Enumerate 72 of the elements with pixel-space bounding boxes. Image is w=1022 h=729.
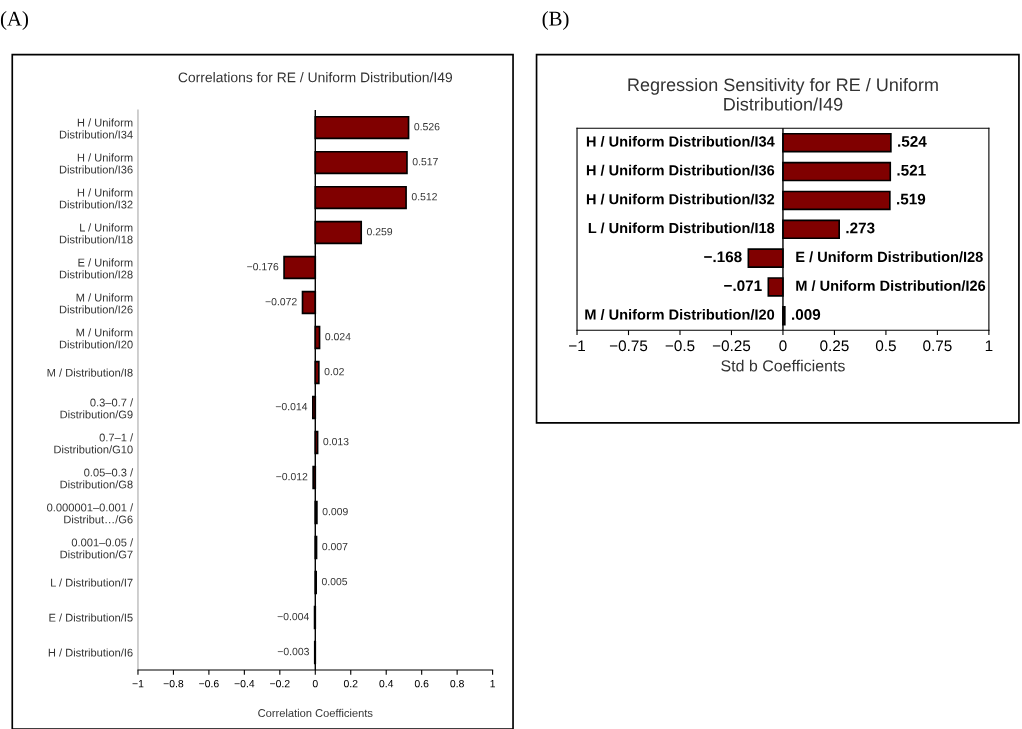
category-label: H / Uniform Distribution/I36 bbox=[586, 164, 775, 176]
data-label: .524 bbox=[898, 136, 927, 147]
data-label: −0.014 bbox=[275, 402, 308, 411]
chart-title: Regression Sensitivity for RE / Uniform Distribution/I49 bbox=[628, 77, 938, 111]
x-tick-label: 0 bbox=[312, 679, 318, 688]
x-tick-label: 0.8 bbox=[450, 679, 464, 688]
x-tick-label: 1 bbox=[490, 680, 495, 688]
category-label: E / Uniform Distribution/I28 bbox=[796, 251, 983, 263]
y-tick-label: H / Uniform Distribution/I34 bbox=[59, 118, 133, 139]
y-tick-label: H / Uniform Distribution/I32 bbox=[59, 188, 133, 209]
y-tick-label: M / Distribution/I8 bbox=[47, 368, 133, 377]
data-label: −.168 bbox=[704, 251, 742, 263]
y-tick-label: L / Distribution/I7 bbox=[51, 578, 133, 587]
data-label: −0.072 bbox=[265, 297, 297, 306]
x-axis-title: Correlation Coefficients bbox=[258, 708, 373, 717]
x-tick-label: 0.5 bbox=[875, 340, 896, 352]
y-tick-label: H / Distribution/I6 bbox=[48, 648, 133, 657]
x-tick-label: −1 bbox=[132, 680, 144, 688]
data-label: −0.012 bbox=[276, 472, 308, 481]
y-tick-label: 0.001–0.05 / Distribution/G7 bbox=[60, 538, 134, 559]
data-label: .519 bbox=[897, 193, 926, 205]
x-tick-label: 0.75 bbox=[923, 340, 952, 352]
y-tick-label: E / Uniform Distribution/I28 bbox=[59, 258, 133, 279]
x-tick-label: 1 bbox=[985, 340, 993, 352]
x-tick-label: −0.25 bbox=[712, 340, 751, 352]
y-tick-label: 0.000001–0.001 / Distribut…/G6 bbox=[47, 503, 134, 524]
x-tick-label: −0.8 bbox=[163, 679, 184, 688]
data-label: −0.003 bbox=[277, 647, 309, 656]
data-label: 0.013 bbox=[323, 437, 349, 446]
text: (A) bbox=[0, 11, 28, 30]
data-label: .009 bbox=[792, 309, 821, 320]
x-tick-label: 0.25 bbox=[820, 340, 849, 352]
x-tick-label: −0.5 bbox=[665, 340, 695, 352]
data-label: 0.259 bbox=[366, 227, 393, 236]
data-label: −.071 bbox=[724, 280, 762, 292]
data-label: 0.526 bbox=[414, 122, 440, 131]
x-tick-label: 0 bbox=[779, 340, 787, 352]
data-label: −0.176 bbox=[247, 262, 279, 271]
category-label: M / Uniform Distribution/I20 bbox=[585, 309, 775, 320]
x-tick-label: −0.4 bbox=[234, 679, 255, 688]
data-label: 0.007 bbox=[322, 542, 348, 551]
data-label: 0.02 bbox=[324, 367, 344, 376]
data-label: 0.005 bbox=[321, 577, 348, 586]
y-tick-label: M / Uniform Distribution/I20 bbox=[59, 328, 133, 349]
data-label: −0.004 bbox=[277, 612, 309, 621]
x-tick-label: −0.6 bbox=[199, 679, 219, 688]
data-label: 0.512 bbox=[411, 192, 437, 201]
category-label: H / Uniform Distribution/I34 bbox=[586, 135, 775, 147]
x-tick-label: −0.2 bbox=[270, 679, 290, 688]
y-tick-label: 0.7–1 / Distribution/G10 bbox=[54, 433, 134, 454]
category-label: M / Uniform Distribution/I26 bbox=[796, 280, 986, 292]
y-tick-label: L / Uniform Distribution/I18 bbox=[59, 223, 133, 244]
y-tick-label: E / Distribution/I5 bbox=[49, 613, 133, 622]
x-tick-label: 0.6 bbox=[414, 679, 429, 688]
data-label: 0.024 bbox=[325, 332, 351, 341]
data-label: .521 bbox=[897, 164, 926, 176]
y-tick-label: M / Uniform Distribution/I26 bbox=[59, 293, 133, 314]
x-axis-title: Std b Coefficients bbox=[721, 359, 845, 372]
data-label: .273 bbox=[846, 222, 875, 234]
x-tick-label: −0.75 bbox=[609, 340, 648, 352]
category-label: L / Uniform Distribution/I18 bbox=[588, 222, 775, 234]
data-label: 0.517 bbox=[412, 157, 438, 166]
text: (B) bbox=[542, 11, 569, 30]
data-label: 0.009 bbox=[322, 507, 348, 516]
chart-title: Correlations for RE / Uniform Distribution/I49 bbox=[178, 72, 453, 83]
y-tick-label: 0.3–0.7 / Distribution/G9 bbox=[60, 398, 134, 419]
category-label: H / Uniform Distribution/I32 bbox=[586, 193, 775, 205]
y-tick-label: 0.05–0.3 / Distribution/G8 bbox=[60, 468, 134, 489]
y-tick-label: H / Uniform Distribution/I36 bbox=[59, 153, 133, 174]
x-tick-label: 0.4 bbox=[379, 679, 394, 688]
x-tick-label: −1 bbox=[569, 340, 585, 352]
x-tick-label: 0.2 bbox=[343, 679, 358, 688]
